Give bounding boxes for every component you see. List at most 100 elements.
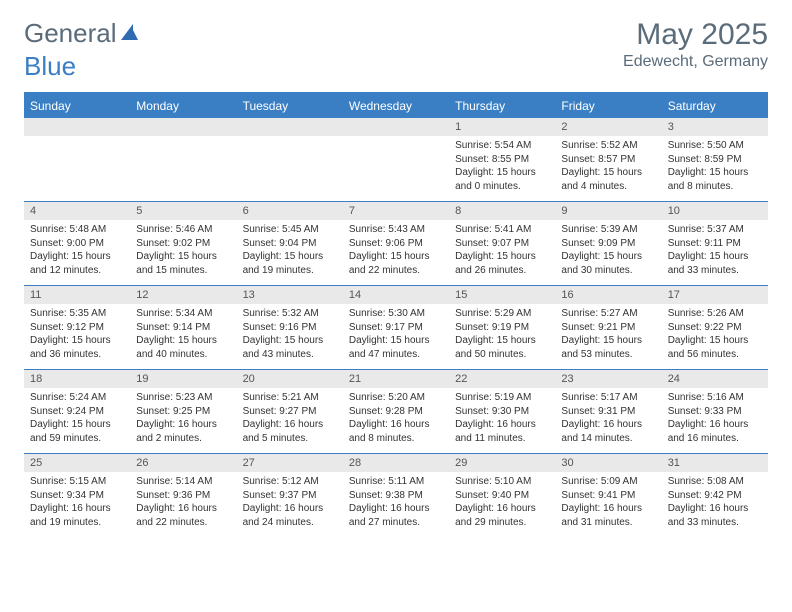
day-cell: Sunrise: 5:23 AMSunset: 9:25 PMDaylight:… bbox=[130, 388, 236, 454]
sunset-text: Sunset: 9:34 PM bbox=[30, 489, 124, 503]
sunrise-text: Sunrise: 5:24 AM bbox=[30, 391, 124, 405]
daylight-text: Daylight: 15 hours bbox=[455, 250, 549, 264]
date-number: 3 bbox=[662, 118, 768, 136]
day-cell: Sunrise: 5:10 AMSunset: 9:40 PMDaylight:… bbox=[449, 472, 555, 537]
day-cell: Sunrise: 5:37 AMSunset: 9:11 PMDaylight:… bbox=[662, 220, 768, 286]
daylight-text: and 59 minutes. bbox=[30, 432, 124, 446]
day-data-row: Sunrise: 5:24 AMSunset: 9:24 PMDaylight:… bbox=[24, 388, 768, 454]
sunrise-text: Sunrise: 5:23 AM bbox=[136, 391, 230, 405]
daylight-text: and 14 minutes. bbox=[561, 432, 655, 446]
date-number: 15 bbox=[449, 286, 555, 305]
sunrise-text: Sunrise: 5:10 AM bbox=[455, 475, 549, 489]
sunset-text: Sunset: 9:06 PM bbox=[349, 237, 443, 251]
sunrise-text: Sunrise: 5:14 AM bbox=[136, 475, 230, 489]
day-header: Sunday bbox=[24, 93, 130, 118]
day-cell: Sunrise: 5:54 AMSunset: 8:55 PMDaylight:… bbox=[449, 136, 555, 202]
sunrise-text: Sunrise: 5:30 AM bbox=[349, 307, 443, 321]
date-number: 10 bbox=[662, 202, 768, 221]
date-number: 22 bbox=[449, 370, 555, 389]
sunrise-text: Sunrise: 5:11 AM bbox=[349, 475, 443, 489]
date-number: 26 bbox=[130, 454, 236, 473]
day-cell: Sunrise: 5:39 AMSunset: 9:09 PMDaylight:… bbox=[555, 220, 661, 286]
sunrise-text: Sunrise: 5:16 AM bbox=[668, 391, 762, 405]
date-number bbox=[237, 118, 343, 136]
sunset-text: Sunset: 9:25 PM bbox=[136, 405, 230, 419]
date-number: 16 bbox=[555, 286, 661, 305]
date-number: 6 bbox=[237, 202, 343, 221]
sunset-text: Sunset: 9:42 PM bbox=[668, 489, 762, 503]
sunset-text: Sunset: 9:37 PM bbox=[243, 489, 337, 503]
sunrise-text: Sunrise: 5:21 AM bbox=[243, 391, 337, 405]
daylight-text: and 15 minutes. bbox=[136, 264, 230, 278]
day-cell bbox=[130, 136, 236, 202]
month-title: May 2025 bbox=[623, 18, 768, 51]
sunset-text: Sunset: 9:02 PM bbox=[136, 237, 230, 251]
date-number-row: 18192021222324 bbox=[24, 370, 768, 389]
sunset-text: Sunset: 9:38 PM bbox=[349, 489, 443, 503]
daylight-text: Daylight: 15 hours bbox=[668, 334, 762, 348]
day-cell: Sunrise: 5:34 AMSunset: 9:14 PMDaylight:… bbox=[130, 304, 236, 370]
day-header: Saturday bbox=[662, 93, 768, 118]
day-cell bbox=[343, 136, 449, 202]
sunset-text: Sunset: 9:11 PM bbox=[668, 237, 762, 251]
daylight-text: and 24 minutes. bbox=[243, 516, 337, 530]
sunset-text: Sunset: 8:59 PM bbox=[668, 153, 762, 167]
daylight-text: and 27 minutes. bbox=[349, 516, 443, 530]
sunset-text: Sunset: 9:04 PM bbox=[243, 237, 337, 251]
date-number: 24 bbox=[662, 370, 768, 389]
logo-text-blue: Blue bbox=[24, 51, 768, 82]
date-number: 29 bbox=[449, 454, 555, 473]
sunrise-text: Sunrise: 5:48 AM bbox=[30, 223, 124, 237]
date-number: 20 bbox=[237, 370, 343, 389]
day-cell bbox=[24, 136, 130, 202]
daylight-text: Daylight: 15 hours bbox=[30, 334, 124, 348]
date-number-row: 123 bbox=[24, 118, 768, 136]
daylight-text: and 19 minutes. bbox=[30, 516, 124, 530]
daylight-text: and 16 minutes. bbox=[668, 432, 762, 446]
sail-icon bbox=[119, 18, 139, 49]
daylight-text: Daylight: 16 hours bbox=[349, 502, 443, 516]
date-number: 23 bbox=[555, 370, 661, 389]
daylight-text: Daylight: 15 hours bbox=[561, 166, 655, 180]
day-data-row: Sunrise: 5:54 AMSunset: 8:55 PMDaylight:… bbox=[24, 136, 768, 202]
sunrise-text: Sunrise: 5:32 AM bbox=[243, 307, 337, 321]
sunrise-text: Sunrise: 5:46 AM bbox=[136, 223, 230, 237]
daylight-text: Daylight: 15 hours bbox=[243, 334, 337, 348]
daylight-text: Daylight: 15 hours bbox=[455, 166, 549, 180]
daylight-text: Daylight: 15 hours bbox=[668, 250, 762, 264]
sunset-text: Sunset: 9:21 PM bbox=[561, 321, 655, 335]
day-cell: Sunrise: 5:20 AMSunset: 9:28 PMDaylight:… bbox=[343, 388, 449, 454]
day-cell: Sunrise: 5:14 AMSunset: 9:36 PMDaylight:… bbox=[130, 472, 236, 537]
daylight-text: Daylight: 16 hours bbox=[455, 502, 549, 516]
day-cell: Sunrise: 5:12 AMSunset: 9:37 PMDaylight:… bbox=[237, 472, 343, 537]
calendar-table: Sunday Monday Tuesday Wednesday Thursday… bbox=[24, 92, 768, 537]
day-cell: Sunrise: 5:19 AMSunset: 9:30 PMDaylight:… bbox=[449, 388, 555, 454]
day-cell: Sunrise: 5:27 AMSunset: 9:21 PMDaylight:… bbox=[555, 304, 661, 370]
date-number-row: 45678910 bbox=[24, 202, 768, 221]
day-header: Friday bbox=[555, 93, 661, 118]
date-number: 18 bbox=[24, 370, 130, 389]
daylight-text: Daylight: 16 hours bbox=[668, 418, 762, 432]
sunset-text: Sunset: 9:19 PM bbox=[455, 321, 549, 335]
day-header: Thursday bbox=[449, 93, 555, 118]
daylight-text: Daylight: 16 hours bbox=[668, 502, 762, 516]
day-cell: Sunrise: 5:30 AMSunset: 9:17 PMDaylight:… bbox=[343, 304, 449, 370]
day-cell: Sunrise: 5:45 AMSunset: 9:04 PMDaylight:… bbox=[237, 220, 343, 286]
day-cell: Sunrise: 5:08 AMSunset: 9:42 PMDaylight:… bbox=[662, 472, 768, 537]
day-cell: Sunrise: 5:09 AMSunset: 9:41 PMDaylight:… bbox=[555, 472, 661, 537]
sunrise-text: Sunrise: 5:35 AM bbox=[30, 307, 124, 321]
date-number: 7 bbox=[343, 202, 449, 221]
daylight-text: and 33 minutes. bbox=[668, 516, 762, 530]
sunset-text: Sunset: 9:16 PM bbox=[243, 321, 337, 335]
sunrise-text: Sunrise: 5:45 AM bbox=[243, 223, 337, 237]
day-cell: Sunrise: 5:32 AMSunset: 9:16 PMDaylight:… bbox=[237, 304, 343, 370]
date-number: 8 bbox=[449, 202, 555, 221]
daylight-text: Daylight: 16 hours bbox=[561, 418, 655, 432]
date-number: 28 bbox=[343, 454, 449, 473]
sunset-text: Sunset: 9:36 PM bbox=[136, 489, 230, 503]
day-cell: Sunrise: 5:26 AMSunset: 9:22 PMDaylight:… bbox=[662, 304, 768, 370]
sunrise-text: Sunrise: 5:15 AM bbox=[30, 475, 124, 489]
day-data-row: Sunrise: 5:48 AMSunset: 9:00 PMDaylight:… bbox=[24, 220, 768, 286]
sunrise-text: Sunrise: 5:09 AM bbox=[561, 475, 655, 489]
daylight-text: and 8 minutes. bbox=[668, 180, 762, 194]
